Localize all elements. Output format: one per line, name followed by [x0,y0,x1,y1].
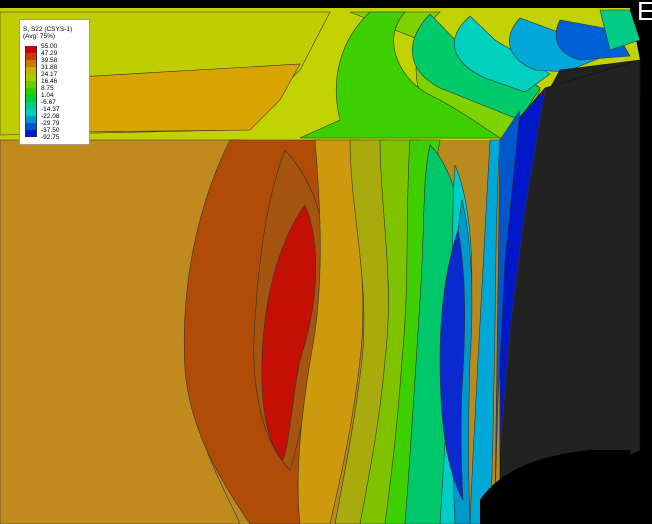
legend-level-label: 55.00 [41,43,58,50]
legend-level-label: -22.08 [41,113,60,120]
legend-level-label: 39.58 [41,57,58,64]
corner-text: E [637,0,652,26]
contour-legend: S, S22 (CSYS-1) (Avg: 75%) 55.00 47.29 39.… [19,19,90,145]
legend-level-label: 16.46 [41,78,58,85]
front-face [0,139,505,524]
legend-level-label: -14.37 [41,106,60,113]
legend-color-swatch [25,81,37,88]
legend-color-swatch [25,67,37,74]
legend-color-swatch [25,46,37,53]
legend-level-label: -29.79 [41,120,60,127]
legend-color-swatch [25,74,37,81]
legend-level-label: 24.17 [41,71,58,78]
legend-title: S, S22 (CSYS-1) [23,26,73,33]
legend-level-label: 8.75 [41,85,54,92]
legend-color-swatch [25,102,37,109]
legend-level-label: 1.04 [41,92,54,99]
cylinder-face [480,59,641,524]
legend-level-label: 31.88 [41,64,58,71]
legend-level-label: -6.67 [41,99,56,106]
legend-color-swatch [25,53,37,60]
legend-level-label: -92.75 [41,134,60,141]
legend-level-label: 47.29 [41,50,58,57]
legend-color-swatch [25,88,37,95]
legend-color-swatch [25,116,37,123]
legend-color-swatch [25,109,37,116]
legend-color-swatch [25,60,37,67]
legend-subtitle: (Avg: 75%) [23,33,56,40]
legend-color-swatch [25,95,37,102]
legend-color-swatch [25,123,37,130]
legend-level-label: -37.50 [41,127,60,134]
legend-color-swatch [25,130,37,137]
